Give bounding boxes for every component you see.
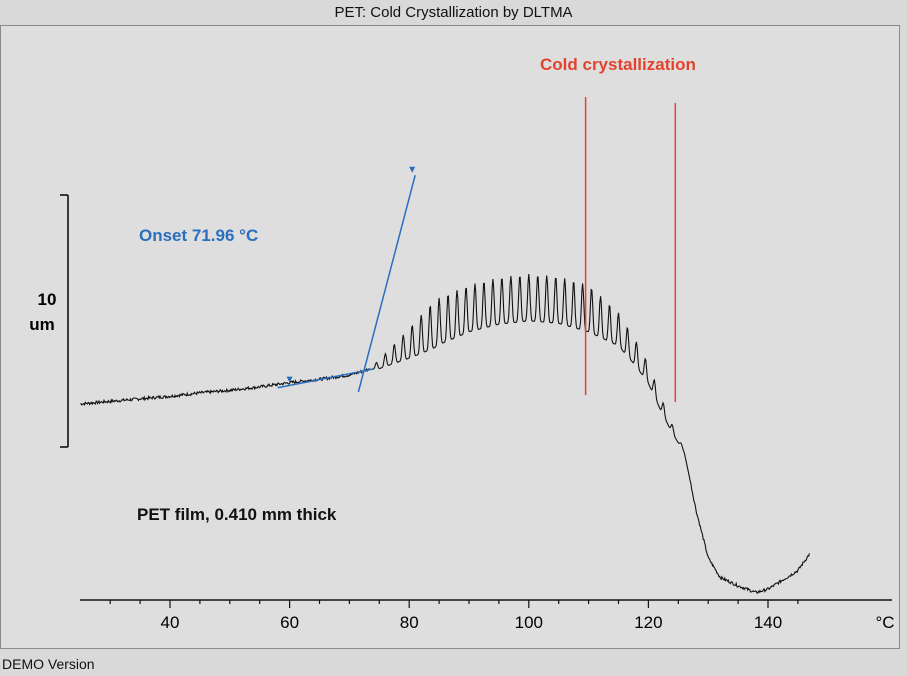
onset-baseline-tangent: [277, 368, 374, 389]
scale-bar-unit: um: [29, 315, 55, 334]
scale-bar: [60, 194, 69, 448]
onset-tangents: [277, 166, 416, 393]
dltma-curve: [80, 274, 810, 594]
sample-label: PET film, 0.410 mm thick: [137, 505, 337, 524]
x-tick-label: 120: [634, 613, 662, 632]
x-tick-label: 140: [754, 613, 782, 632]
x-axis-ticks: 40 60 80 100 120 140: [109, 600, 799, 632]
onset-rise-tangent: [357, 175, 416, 393]
x-tick-label: 60: [280, 613, 299, 632]
onset-marker: [286, 376, 293, 383]
x-axis-unit: °C: [875, 613, 894, 632]
plot-frame: [0, 25, 900, 649]
cold-crystallization-label: Cold crystallization: [540, 55, 696, 74]
x-tick-label: 80: [400, 613, 419, 632]
onset-marker: [409, 166, 416, 173]
x-tick-label: 100: [515, 613, 543, 632]
scale-bar-value: 10: [38, 290, 57, 309]
demo-footer: DEMO Version: [2, 656, 95, 672]
chart-title: PET: Cold Crystallization by DLTMA: [334, 4, 573, 21]
onset-label: Onset 71.96 °C: [139, 226, 258, 245]
x-tick-label: 40: [161, 613, 180, 632]
cold-crystallization-markers: [584, 97, 677, 402]
